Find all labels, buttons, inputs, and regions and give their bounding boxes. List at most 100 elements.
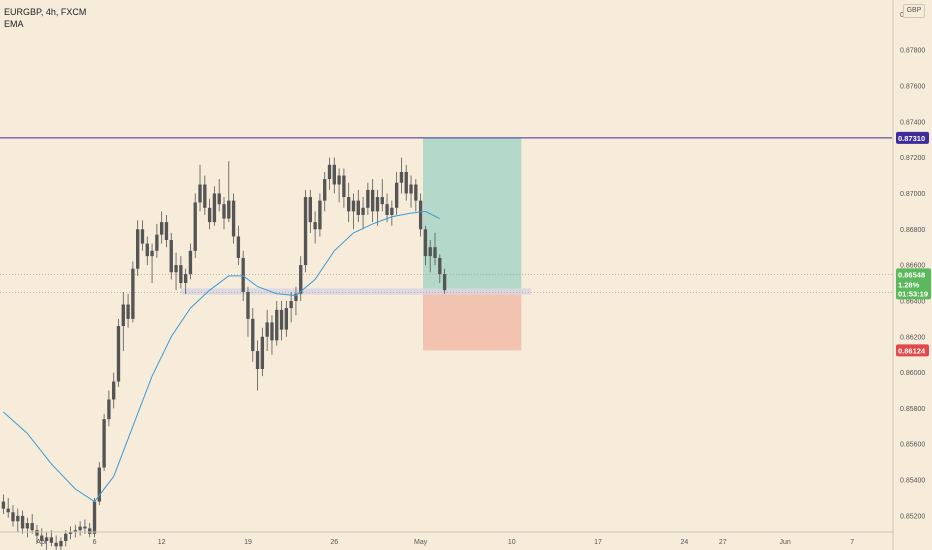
- candle-body: [423, 229, 428, 257]
- candle-body: [217, 193, 221, 205]
- x-tick-label: 26: [330, 539, 338, 546]
- stop-price-badge: [896, 344, 929, 357]
- candle-body: [44, 537, 49, 541]
- price-change-label: 1.28%: [898, 280, 920, 289]
- candle-body: [289, 300, 293, 309]
- candle-body: [236, 236, 241, 258]
- candle-body: [265, 322, 269, 337]
- candle-body: [361, 207, 365, 215]
- candle-body: [40, 535, 44, 541]
- candle-body: [299, 265, 303, 294]
- candle-body: [135, 229, 140, 269]
- candle-body: [20, 515, 25, 529]
- candle-body: [260, 336, 265, 369]
- candle-body: [438, 257, 442, 275]
- candle-body: [385, 204, 389, 215]
- candle-body: [414, 184, 418, 201]
- candle-body: [169, 240, 173, 273]
- candle-body: [73, 530, 78, 532]
- current-price-label: 0.86548: [898, 270, 925, 279]
- candle-body: [270, 322, 274, 341]
- currency-button[interactable]: GBP: [903, 4, 925, 18]
- candle-body: [308, 197, 313, 223]
- candle-body: [342, 175, 346, 198]
- x-tick-label: 17: [594, 539, 602, 546]
- candle-body: [284, 308, 289, 330]
- y-tick-label: 0.87400: [900, 119, 925, 126]
- candle-body: [1, 501, 6, 509]
- candle-body: [107, 399, 111, 420]
- candle-body: [121, 304, 125, 327]
- candle-body: [370, 189, 375, 212]
- x-tick-label: 7: [850, 539, 854, 546]
- candle-body: [145, 243, 149, 257]
- y-tick-label: 0.87800: [900, 48, 925, 55]
- candle-body: [116, 326, 121, 382]
- candle-body: [102, 419, 106, 468]
- candle-body: [409, 184, 413, 194]
- candle-body: [188, 250, 193, 275]
- candle-body: [332, 164, 336, 185]
- symbol-label[interactable]: EURGBP, 4h, FXCM: [4, 7, 87, 17]
- candle-body: [183, 274, 188, 284]
- candle-body: [64, 533, 68, 541]
- candle-body: [68, 532, 73, 534]
- candle-body: [6, 508, 10, 513]
- candle-body: [131, 268, 135, 319]
- support-band: [180, 288, 531, 295]
- candle-body: [35, 530, 39, 536]
- candle-body: [59, 540, 63, 547]
- candle-body: [251, 318, 255, 352]
- y-tick-label: 0.87200: [900, 155, 925, 162]
- candle-body: [78, 526, 82, 531]
- candle-body: [25, 523, 30, 529]
- stop-zone: [423, 292, 522, 351]
- y-tick-label: 0.85600: [900, 442, 925, 449]
- candle-body: [112, 381, 116, 400]
- candle-body: [92, 501, 97, 534]
- candle-body: [231, 200, 236, 237]
- candle-body: [83, 526, 87, 529]
- candle-body: [303, 197, 308, 266]
- x-tick-label: 24: [680, 539, 688, 546]
- x-tick-label: May: [414, 539, 428, 546]
- candle-body: [207, 207, 212, 223]
- candle-body: [179, 265, 183, 284]
- candle-body: [241, 257, 245, 292]
- target-zone: [423, 137, 522, 293]
- y-tick-label: 0.85800: [900, 406, 925, 413]
- candle-body: [212, 193, 217, 223]
- candle-body: [394, 182, 399, 208]
- candle-body: [428, 247, 432, 257]
- y-tick-label: 0.87600: [900, 83, 925, 90]
- candle-body: [126, 304, 130, 319]
- candle-body: [323, 179, 327, 201]
- y-tick-label: 0.86400: [900, 298, 925, 305]
- candle-body: [140, 229, 145, 244]
- candle-body: [347, 197, 351, 212]
- y-tick-label: 0.85200: [900, 513, 925, 520]
- candle-body: [433, 247, 437, 258]
- candle-body: [16, 515, 20, 522]
- candle-body: [327, 164, 332, 180]
- candle-body: [49, 537, 54, 543]
- x-tick-label: 27: [719, 539, 727, 546]
- x-tick-label: Jun: [779, 539, 790, 546]
- candle-body: [11, 512, 15, 522]
- resistance-price-label: 0.87310: [898, 134, 925, 143]
- candle-body: [337, 175, 341, 185]
- candle-body: [442, 274, 447, 291]
- candle-body: [150, 250, 154, 257]
- candle-body: [418, 200, 423, 230]
- y-tick-label: 0.85400: [900, 478, 925, 485]
- candle-body: [159, 222, 164, 235]
- candle-body: [404, 171, 408, 194]
- candle-body: [155, 234, 159, 251]
- x-tick-label: 19: [244, 539, 252, 546]
- candle-body: [97, 467, 101, 502]
- current-price-badge: [896, 268, 931, 300]
- indicator-label[interactable]: EMA: [4, 19, 24, 29]
- candle-body: [174, 265, 178, 273]
